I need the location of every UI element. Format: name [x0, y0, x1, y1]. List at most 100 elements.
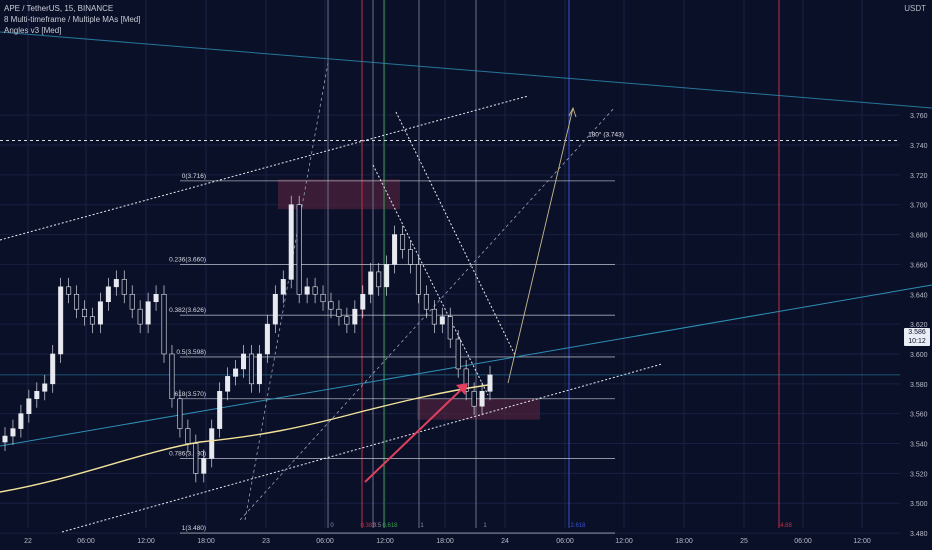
candle-body — [312, 286, 318, 295]
fib-level-label: 0.5(3.598) — [176, 349, 206, 356]
y-tick-label: 3.580 — [910, 382, 928, 389]
candle-body — [344, 316, 350, 325]
candle-body — [177, 398, 183, 429]
candle-body — [479, 390, 485, 407]
y-tick-label: 3.500 — [910, 501, 928, 508]
y-tick-label: 3.700 — [910, 203, 928, 210]
time-marker-label: 4.88 — [780, 523, 792, 529]
x-tick-label: 24 — [501, 538, 509, 545]
candle-body — [248, 353, 254, 385]
x-tick-label: 25 — [740, 538, 748, 545]
candle-body — [97, 301, 103, 325]
candle-body — [225, 376, 231, 392]
fib-level-label: 1(3.480) — [182, 525, 206, 532]
candle-body — [34, 390, 40, 400]
candle-body — [296, 204, 302, 295]
candle-body — [463, 368, 469, 392]
candle-body — [336, 308, 342, 317]
y-tick-label: 3.740 — [910, 143, 928, 150]
candle-body — [209, 428, 215, 459]
x-tick-label: 12:00 — [137, 538, 155, 545]
candle-body — [233, 368, 239, 377]
candle-body — [288, 204, 294, 280]
candle-body — [129, 293, 135, 310]
candle-body — [487, 374, 493, 392]
candle-body — [74, 293, 80, 310]
x-tick-label: 12:00 — [615, 538, 633, 545]
current-price-tag: 3.586 10:12 — [904, 328, 930, 346]
candle-body — [280, 279, 286, 295]
y-tick-label: 3.520 — [910, 471, 928, 478]
fib-level-label: 0.786(3.530) — [169, 450, 206, 457]
candle-body — [455, 338, 461, 370]
candle-body — [50, 353, 56, 385]
time-marker-label: 0.618 — [382, 523, 398, 529]
candle-body — [145, 301, 151, 325]
candle-body — [471, 390, 477, 407]
candle-body — [439, 316, 445, 325]
fib-level-label: 0.618(3.570) — [169, 391, 206, 398]
candle-body — [121, 279, 127, 295]
candle-body — [304, 286, 310, 295]
fan-line — [395, 111, 516, 356]
signal-arrow-head — [456, 383, 468, 395]
candle-body — [400, 234, 406, 250]
x-tick-label: 06:00 — [556, 538, 574, 545]
candle-body — [185, 428, 191, 444]
fan-line — [372, 164, 489, 396]
candle-body — [10, 428, 16, 437]
candle-body — [201, 458, 207, 474]
legend-indicator-mas[interactable]: 8 Multi-timeframe / Multiple MAs [Med] — [4, 15, 141, 24]
candle-body — [153, 293, 159, 303]
time-marker-label: 1 — [483, 523, 487, 529]
x-tick-label: 18:00 — [197, 538, 215, 545]
y-tick-label: 3.540 — [910, 442, 928, 449]
x-tick-label: 06:00 — [77, 538, 95, 545]
signal-arrow-line — [364, 384, 467, 483]
candle-body — [217, 390, 223, 429]
y-tick-label: 3.480 — [910, 531, 928, 538]
fib-level-label: 0(3.716) — [182, 173, 206, 180]
angle-ray — [239, 106, 616, 521]
candle-body — [169, 353, 175, 400]
candle-body — [368, 271, 374, 295]
time-marker-label: 0 — [330, 523, 334, 529]
projection-arrow-head — [568, 106, 577, 118]
x-tick-label: 18:00 — [436, 538, 454, 545]
angle-level-label: 180° (3.743) — [588, 131, 624, 139]
candle-body — [58, 286, 64, 355]
legend-symbol[interactable]: APE / TetherUS, 15, BINANCE — [4, 4, 114, 13]
legend-indicator-angles[interactable]: Angles v3 [Med] — [4, 26, 62, 35]
fib-level-label: 0.382(3.626) — [169, 307, 206, 314]
y-tick-label: 3.660 — [910, 262, 928, 269]
x-tick-label: 18:00 — [675, 538, 693, 545]
supply-zone — [278, 179, 400, 210]
x-tick-label: 12:00 — [376, 538, 394, 545]
moving-average-line — [0, 384, 489, 493]
x-tick-label: 12:00 — [853, 538, 871, 545]
candle-body — [105, 286, 111, 303]
candle-body — [161, 293, 167, 355]
candle-body — [256, 353, 262, 385]
trend-line-top — [0, 31, 932, 109]
candle-body — [18, 413, 24, 429]
candle-body — [241, 353, 247, 370]
candle-body — [447, 316, 453, 340]
channel-upper-line — [0, 95, 529, 241]
y-tick-label: 3.760 — [910, 113, 928, 120]
candle-body — [431, 308, 437, 325]
candle-body — [89, 316, 95, 325]
candle-body — [264, 323, 270, 355]
candle-body — [407, 249, 413, 265]
candle-body — [2, 435, 8, 443]
candle-body — [376, 271, 382, 288]
candle-body — [360, 293, 366, 310]
y-tick-label: 3.720 — [910, 173, 928, 180]
y-tick-label: 3.680 — [910, 233, 928, 240]
projection-arrow-line — [507, 107, 574, 384]
candle-body — [137, 308, 143, 325]
y-tick-label: 3.640 — [910, 292, 928, 299]
current-price-value: 3.586 — [908, 329, 926, 336]
x-tick-label: 22 — [24, 538, 32, 545]
